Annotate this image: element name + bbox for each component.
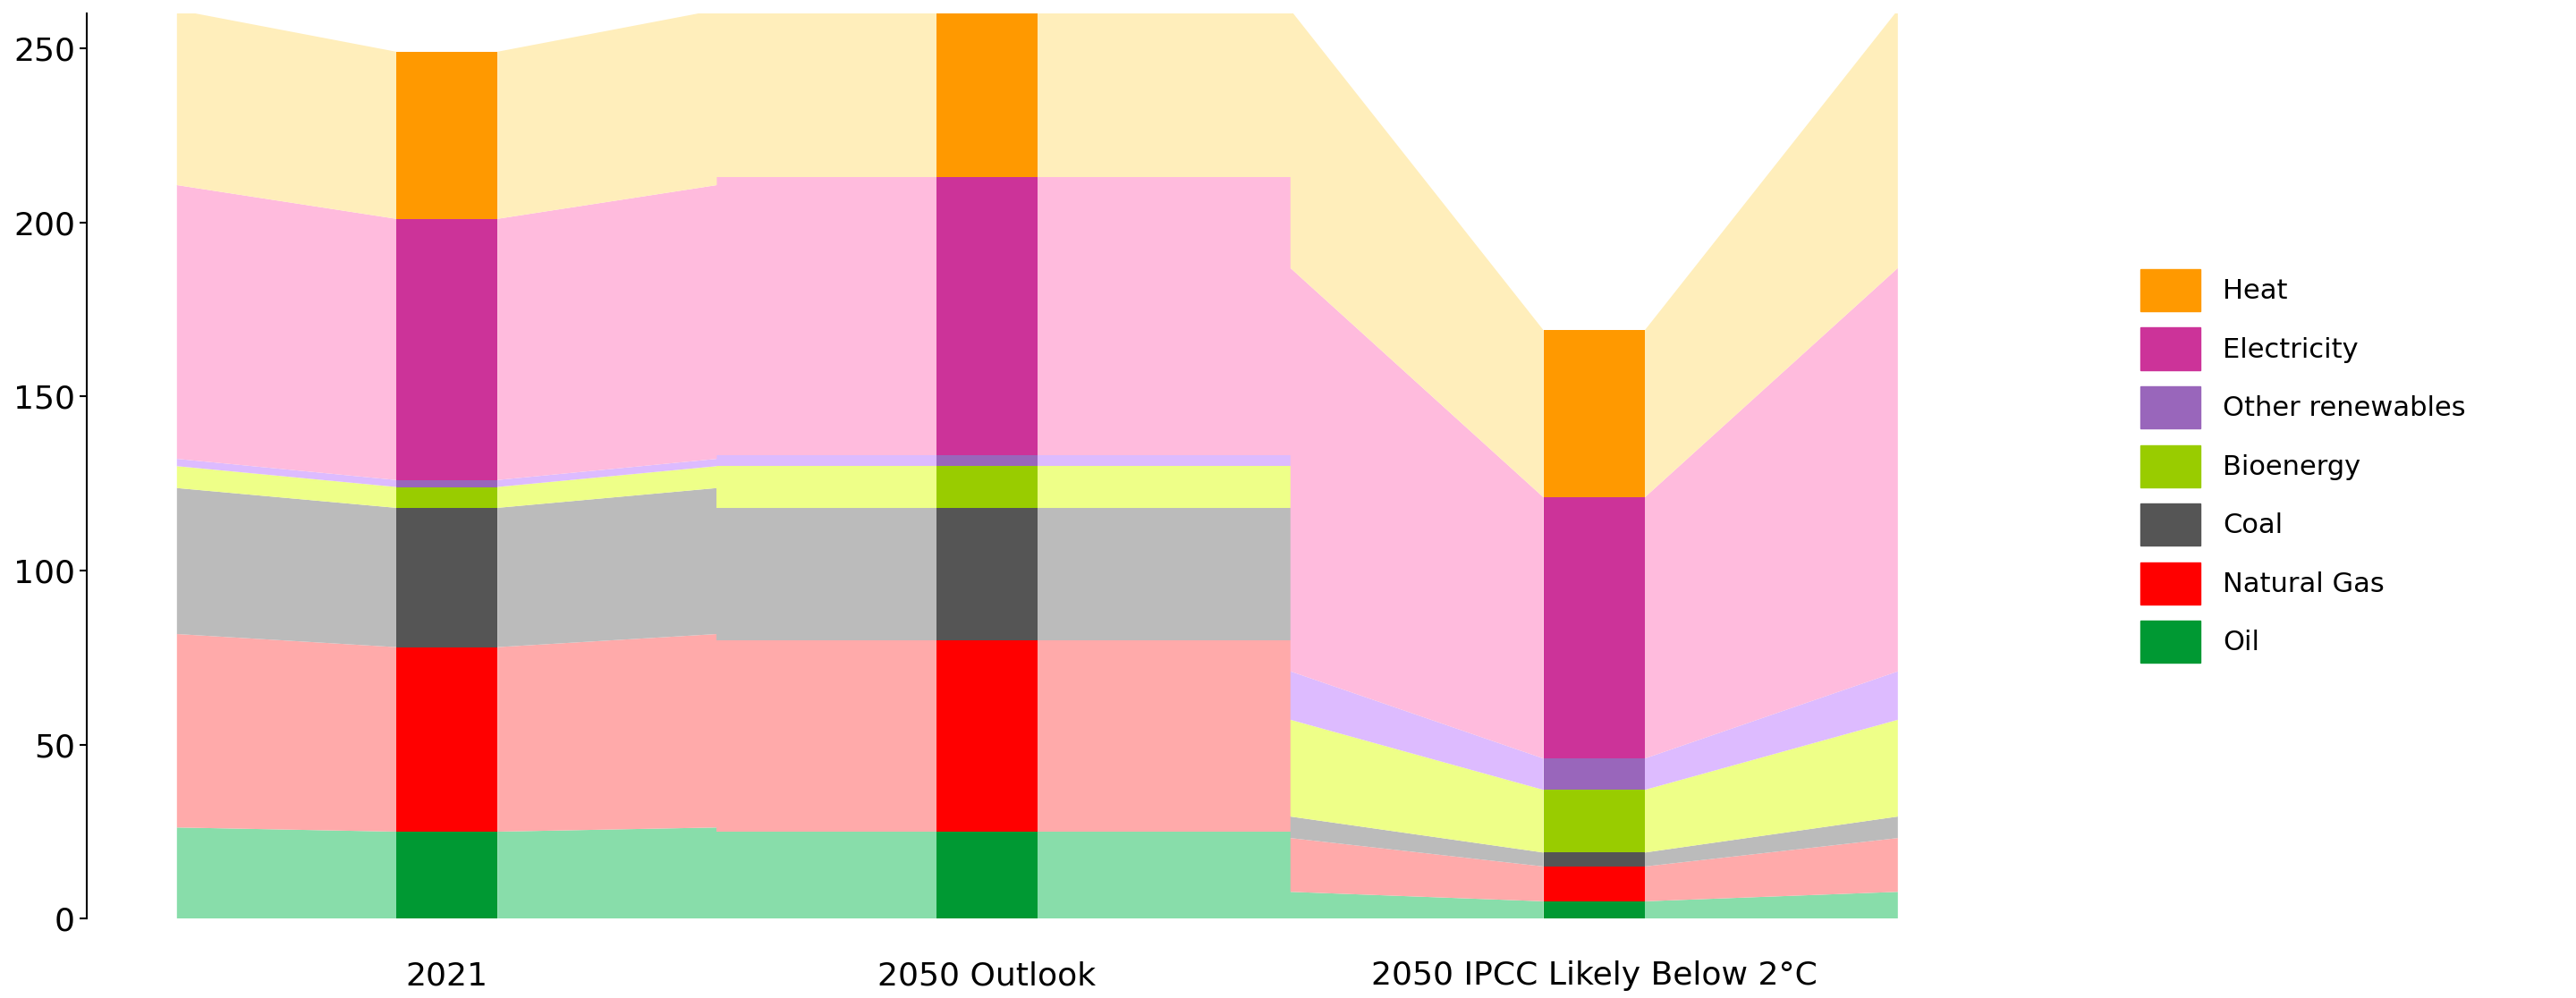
Bar: [935, 640, 1038, 831]
Bar: [935, 466, 1038, 508]
Text: 2021: 2021: [407, 960, 487, 991]
Polygon shape: [178, 827, 397, 919]
Polygon shape: [178, 466, 397, 508]
Polygon shape: [497, 10, 716, 219]
Bar: [1543, 789, 1643, 852]
Bar: [935, 831, 1038, 919]
Polygon shape: [1291, 816, 1543, 866]
Bar: [397, 219, 497, 480]
Polygon shape: [1291, 892, 1543, 919]
Bar: [935, 177, 1038, 456]
Polygon shape: [716, 508, 935, 640]
Bar: [935, 456, 1038, 466]
Bar: [397, 831, 497, 919]
Polygon shape: [716, 177, 935, 456]
Bar: [397, 52, 497, 219]
Bar: [397, 480, 497, 487]
Text: 2050 IPCC Likely Below 2°C: 2050 IPCC Likely Below 2°C: [1370, 960, 1816, 991]
Polygon shape: [716, 466, 935, 508]
Polygon shape: [497, 185, 716, 480]
Polygon shape: [1038, 508, 1291, 640]
Bar: [397, 647, 497, 831]
Text: 2050 Outlook: 2050 Outlook: [878, 960, 1095, 991]
Bar: [397, 508, 497, 647]
Polygon shape: [497, 466, 716, 508]
Polygon shape: [1291, 268, 1543, 758]
Polygon shape: [716, 831, 935, 919]
Polygon shape: [1038, 831, 1291, 919]
Polygon shape: [1291, 720, 1543, 852]
Polygon shape: [1038, 177, 1291, 456]
Bar: [1543, 866, 1643, 901]
Polygon shape: [178, 634, 397, 831]
Bar: [935, 508, 1038, 640]
Polygon shape: [1643, 268, 1899, 758]
Polygon shape: [1643, 892, 1899, 919]
Polygon shape: [1038, 640, 1291, 831]
Polygon shape: [1291, 672, 1543, 789]
Polygon shape: [1038, 466, 1291, 508]
Polygon shape: [497, 459, 716, 487]
Bar: [397, 487, 497, 508]
Polygon shape: [497, 634, 716, 831]
Polygon shape: [716, 640, 935, 831]
Polygon shape: [1643, 672, 1899, 789]
Polygon shape: [178, 10, 397, 219]
Polygon shape: [178, 459, 397, 487]
Polygon shape: [1643, 816, 1899, 866]
Polygon shape: [497, 827, 716, 919]
Bar: [1543, 497, 1643, 758]
Bar: [935, 10, 1038, 177]
Bar: [1543, 852, 1643, 866]
Polygon shape: [1643, 10, 1899, 497]
Bar: [1543, 330, 1643, 497]
Polygon shape: [1038, 10, 1291, 177]
Bar: [1543, 758, 1643, 789]
Polygon shape: [716, 456, 935, 466]
Polygon shape: [1643, 838, 1899, 901]
Polygon shape: [716, 10, 935, 177]
Bar: [1543, 901, 1643, 919]
Polygon shape: [178, 185, 397, 480]
Polygon shape: [1038, 456, 1291, 466]
Polygon shape: [1291, 838, 1543, 901]
Legend: Heat, Electricity, Other renewables, Bioenergy, Coal, Natural Gas, Oil: Heat, Electricity, Other renewables, Bio…: [2130, 258, 2476, 674]
Polygon shape: [1291, 10, 1543, 497]
Polygon shape: [1643, 720, 1899, 852]
Polygon shape: [178, 488, 397, 647]
Polygon shape: [497, 488, 716, 647]
